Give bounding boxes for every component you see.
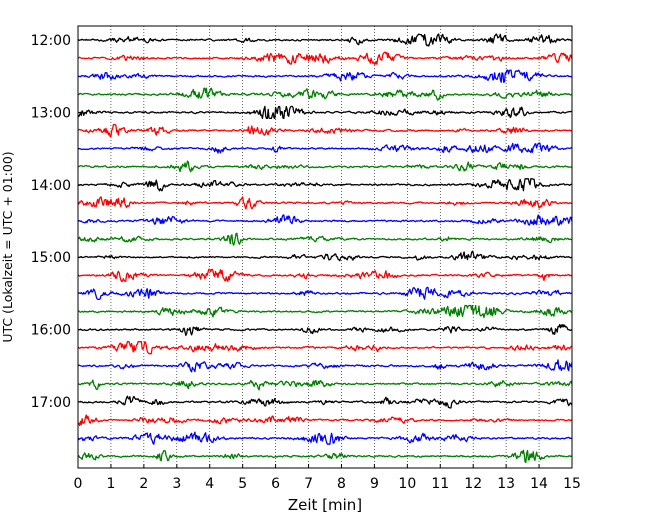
x-tick-label: 0 — [74, 476, 83, 492]
x-tick-label: 4 — [205, 476, 214, 492]
trace-1215 — [77, 51, 573, 65]
x-tick-label: 11 — [431, 476, 449, 492]
trace-1730 — [77, 431, 573, 445]
trace-1400 — [77, 178, 573, 192]
y-tick-label: 12:00 — [31, 33, 71, 49]
trace-1615 — [77, 341, 573, 355]
x-tick-label: 8 — [337, 476, 346, 492]
plot-frame — [77, 25, 573, 469]
trace-1715 — [77, 414, 573, 427]
trace-1445 — [77, 232, 573, 246]
x-tick-label: 1 — [106, 476, 115, 492]
trace-group — [77, 33, 573, 463]
x-axis-ticks: 0 1 2 3 4 5 6 7 8 9 10 11 12 13 14 15 — [74, 464, 581, 492]
trace-1315 — [77, 123, 573, 138]
trace-1415 — [77, 196, 573, 210]
x-tick-label: 10 — [398, 476, 416, 492]
y-tick-label: 17:00 — [31, 395, 71, 411]
x-tick-label: 2 — [139, 476, 148, 492]
x-tick-label: 13 — [497, 476, 515, 492]
y-axis-ticks: 12:00 13:00 14:00 15:00 16:00 17:00 — [31, 33, 82, 411]
x-axis-label: Zeit [min] — [288, 496, 362, 514]
trace-1430 — [77, 214, 573, 226]
x-tick-label: 12 — [464, 476, 482, 492]
trace-1200 — [77, 33, 573, 47]
x-tick-label: 3 — [172, 476, 181, 492]
trace-1515 — [77, 268, 573, 282]
y-axis-label: UTC (Lokalzeit = UTC + 01:00) — [0, 151, 15, 342]
x-tick-label: 9 — [370, 476, 379, 492]
trace-1600 — [77, 323, 573, 337]
y-tick-label: 15:00 — [31, 250, 71, 266]
trace-1530 — [77, 286, 573, 301]
y-tick-label: 14:00 — [31, 178, 71, 194]
x-tick-label: 6 — [271, 476, 280, 492]
x-tick-label: 14 — [530, 476, 548, 492]
x-tick-label: 15 — [563, 476, 581, 492]
x-tick-label: 7 — [304, 476, 313, 492]
trace-1500 — [77, 250, 573, 262]
trace-1230 — [77, 69, 573, 83]
trace-1545 — [77, 304, 573, 319]
x-tick-label: 5 — [238, 476, 247, 492]
trace-1330 — [77, 142, 573, 154]
trace-1700 — [78, 395, 573, 409]
trace-1630 — [77, 359, 573, 373]
y-tick-label: 13:00 — [31, 105, 71, 121]
plot-background — [78, 26, 572, 468]
trace-1245 — [77, 87, 573, 101]
y-tick-label: 16:00 — [31, 323, 71, 339]
trace-1745 — [77, 449, 573, 463]
trace-1300 — [77, 105, 573, 120]
trace-1645 — [77, 379, 573, 391]
trace-1345 — [77, 160, 573, 173]
